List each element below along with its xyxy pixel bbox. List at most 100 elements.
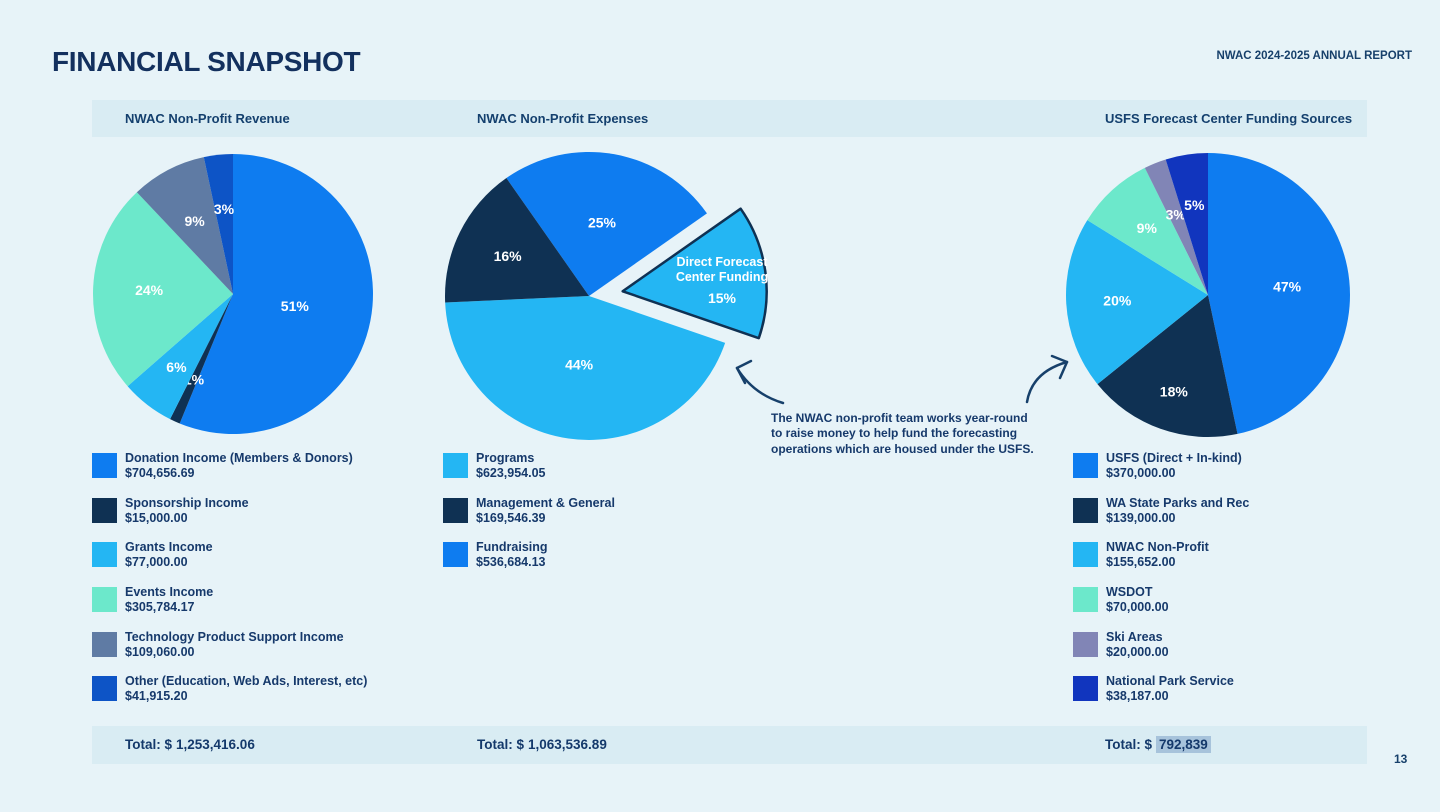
legend-label: USFS (Direct + In-kind) (1106, 451, 1242, 465)
legend-swatch (1073, 497, 1098, 523)
legend-swatch (1073, 587, 1098, 613)
slice-percent-label: 9% (1137, 220, 1158, 236)
slice-percent-label: 20% (1103, 293, 1132, 309)
legend-label: National Park Service (1106, 674, 1234, 689)
legend-label: WA State Parks and Rec (1106, 495, 1250, 510)
legend-swatch (92, 497, 117, 523)
funding-pie-chart: 47% 18% 20% 9% 3%5% (1066, 153, 1351, 437)
legend-amount: $704,656.69 (125, 466, 195, 480)
legend-item: Ski Areas $20,000.00 (1073, 630, 1403, 660)
legend-item: Grants Income $77,000.00 (92, 540, 422, 570)
legend-item: National Park Service $38,187.00 (1073, 674, 1403, 704)
legend-item: WA State Parks and Rec $139,000.00 (1073, 496, 1403, 526)
pie-slice (127, 294, 233, 420)
legend-amount: $169,546.39 (476, 510, 546, 525)
legend-item: Other (Education, Web Ads, Interest, etc… (92, 674, 422, 704)
annotation-line: operations which are housed under the US… (771, 441, 1034, 456)
chart-header-funding-sources: USFS Forecast Center Funding Sources (1105, 111, 1353, 126)
legend-item: Technology Product Support Income $109,06… (92, 630, 422, 660)
slice-percent-label: 25% (588, 214, 617, 230)
legend-swatch (443, 497, 468, 523)
legend-item: Donation Income (Members & Donors) $704,6… (92, 451, 422, 481)
legend-label: Technology Product Support Income (125, 629, 344, 644)
legend-label: Programs (476, 451, 535, 465)
legend-label: NWAC Non-Profit (1106, 540, 1209, 555)
legend-amount: $77,000.00 (125, 555, 188, 570)
arrow-to-funding-chart (1025, 360, 1069, 404)
expenses-total: Total: $1,063,536.89 (477, 737, 607, 752)
callout-line: Center Funding (675, 270, 769, 284)
expenses-pie-chart: 25% 44% 16% (445, 151, 768, 440)
legend-amount: $536,684.13 (476, 555, 546, 570)
pie-slice (506, 151, 707, 296)
totals-band: Total: $1,253,416.06 Total: $1,063,536.8… (92, 726, 1367, 764)
pie-slice (1066, 220, 1208, 385)
pie-slice (203, 154, 233, 294)
legend-swatch (1073, 631, 1098, 657)
legend-item: WSDOT $70,000.00 (1073, 585, 1403, 615)
revenue-legend: Donation Income (Members & Donors) $704,6… (92, 451, 422, 719)
pie-slice (179, 154, 373, 434)
pie-slice (1097, 295, 1238, 437)
annotation-text: The NWAC non-profit team works year-roun… (771, 411, 1034, 457)
slice-percent-label: 44% (565, 356, 594, 372)
legend-label: Ski Areas (1106, 629, 1163, 644)
legend-label: Fundraising (476, 540, 548, 555)
pie-slice (136, 157, 233, 294)
legend-swatch (1073, 453, 1098, 478)
legend-swatch (1073, 676, 1098, 702)
legend-label: Management & General (476, 495, 615, 510)
pie-slice (1144, 159, 1208, 295)
legend-label: Events Income (125, 585, 214, 600)
legend-amount: $370,000.00 (1106, 466, 1176, 480)
expenses-legend: Programs $623,954.05 Management & General $… (443, 451, 773, 585)
funding-legend: USFS (Direct + In-kind) $370,000.00 WA Sta… (1073, 451, 1403, 719)
legend-amount: $139,000.00 (1106, 510, 1176, 525)
pie-slice (445, 178, 589, 303)
pie-slice (170, 294, 233, 424)
legend-label: Sponsorship Income (125, 495, 249, 510)
pie-slice (1087, 167, 1208, 295)
slice-percent-label: 18% (1160, 383, 1189, 399)
legend-swatch (92, 676, 117, 702)
legend-amount: $41,915.20 (125, 689, 188, 704)
chart-headers-band: NWAC Non-Profit Revenue NWAC Non-Profit … (92, 100, 1367, 137)
legend-amount: $70,000.00 (1106, 600, 1169, 615)
legend-swatch (443, 542, 468, 568)
legend-amount: $623,954.05 (476, 466, 546, 480)
legend-label: Donation Income (Members & Donors) (125, 451, 353, 465)
slice-percent-label: 51% (281, 298, 310, 314)
slice-percent-label: 16% (494, 248, 523, 264)
legend-item: Programs $623,954.05 (443, 451, 773, 481)
legend-swatch (1073, 542, 1098, 568)
slice-percent-label: 3% (1166, 207, 1187, 223)
exploded-slice-callout: Direct Forecast Center Funding 15% (632, 255, 812, 306)
pie-slice (445, 296, 726, 440)
legend-label: Grants Income (125, 540, 213, 555)
funding-total: Total: $792,839 (1105, 726, 1211, 764)
pie-slice (1165, 153, 1208, 295)
page-title: FINANCIAL SNAPSHOT (52, 46, 361, 77)
callout-line: Direct Forecast (676, 255, 768, 269)
revenue-total: Total: $1,253,416.06 (125, 737, 255, 752)
annotation-line: to raise money to help fund the forecast… (771, 426, 1018, 441)
legend-item: Sponsorship Income $15,000.00 (92, 496, 422, 526)
callout-percent: 15% (707, 290, 737, 306)
legend-swatch (92, 631, 117, 657)
legend-swatch (92, 542, 117, 568)
legend-item: Management & General $169,546.39 (443, 496, 773, 526)
pie-slice (621, 207, 768, 340)
chart-header-revenue: NWAC Non-Profit Revenue (125, 111, 290, 126)
page-number: 13 (1394, 752, 1408, 766)
slice-percent-label: 47% (1273, 279, 1302, 295)
legend-swatch (92, 587, 117, 613)
legend-amount: $15,000.00 (125, 510, 188, 525)
legend-amount: $305,784.17 (125, 600, 195, 615)
slice-percent-label: 6% (166, 359, 187, 375)
legend-item: USFS (Direct + In-kind) $370,000.00 (1073, 451, 1403, 481)
legend-label: WSDOT (1106, 585, 1153, 600)
legend-amount: $38,187.00 (1106, 689, 1169, 704)
slice-percent-label: 9% (184, 213, 205, 229)
